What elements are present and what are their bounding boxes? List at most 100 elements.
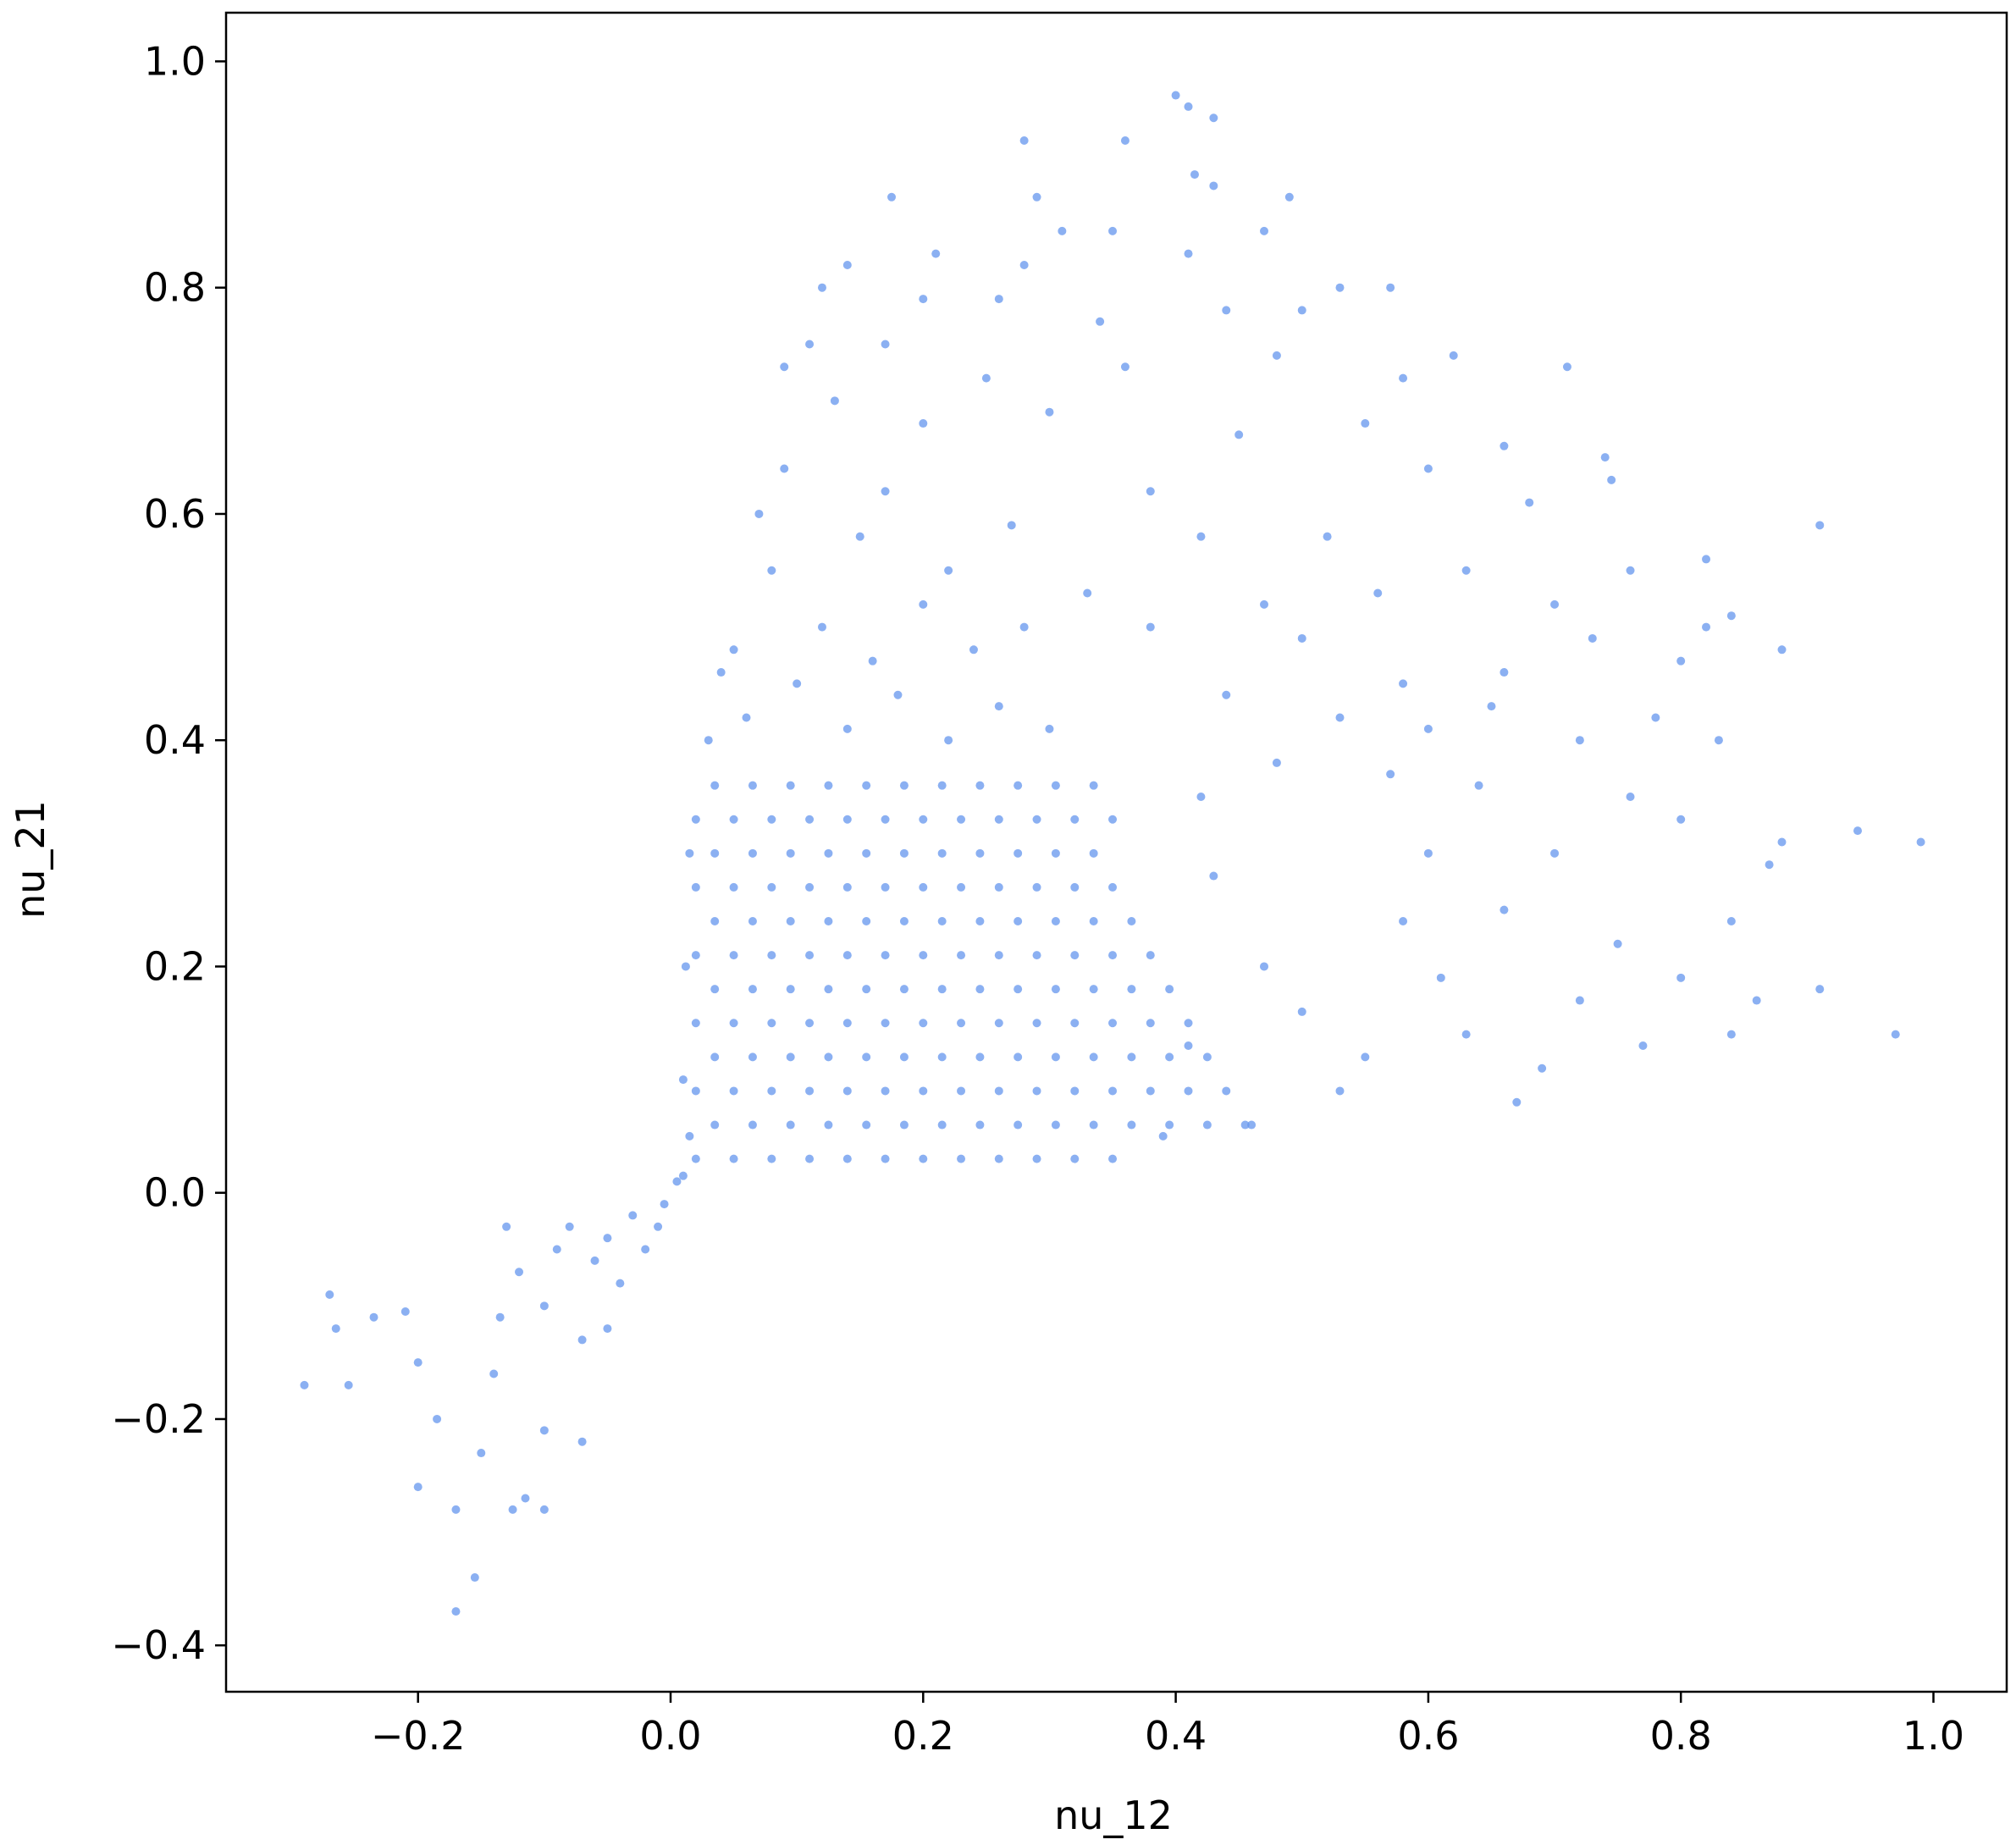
point xyxy=(1423,724,1433,733)
point xyxy=(1051,1120,1060,1130)
y-tick-label: −0.2 xyxy=(111,1396,206,1442)
point xyxy=(1146,1019,1155,1028)
y-tick-label: 0.8 xyxy=(144,265,206,311)
point xyxy=(994,702,1003,711)
point xyxy=(957,1086,966,1096)
point xyxy=(1120,362,1130,372)
point xyxy=(1500,441,1509,450)
point xyxy=(767,566,776,575)
point xyxy=(842,260,852,269)
point xyxy=(691,1086,700,1096)
point xyxy=(729,815,738,824)
point xyxy=(691,951,700,960)
point xyxy=(451,1505,461,1514)
point xyxy=(1626,793,1635,802)
point xyxy=(975,1120,985,1130)
point xyxy=(1051,917,1060,926)
point xyxy=(1512,1097,1522,1107)
point xyxy=(881,340,890,349)
point xyxy=(539,1505,549,1514)
point xyxy=(1399,373,1408,383)
point xyxy=(495,1312,505,1322)
point xyxy=(881,1086,890,1096)
point xyxy=(331,1324,340,1334)
point xyxy=(1613,939,1622,948)
point xyxy=(1702,622,1711,632)
point xyxy=(817,283,826,292)
point xyxy=(1019,135,1029,145)
point xyxy=(1165,985,1174,994)
point xyxy=(1070,815,1080,824)
point xyxy=(1234,430,1244,439)
point xyxy=(868,656,877,666)
point xyxy=(1676,815,1686,824)
point xyxy=(691,882,700,892)
point xyxy=(1297,1007,1306,1016)
point xyxy=(767,815,776,824)
point xyxy=(660,1200,669,1209)
point xyxy=(937,781,947,790)
point xyxy=(1051,781,1060,790)
x-axis-label: nu_12 xyxy=(1054,1793,1173,1838)
point xyxy=(704,736,713,745)
point xyxy=(1070,1154,1080,1163)
y-tick-label: −0.4 xyxy=(111,1622,206,1668)
point xyxy=(691,1154,700,1163)
point xyxy=(710,1052,720,1062)
point xyxy=(678,1075,688,1085)
point xyxy=(1014,917,1023,926)
y-axis-label: nu_21 xyxy=(8,800,53,919)
point xyxy=(786,985,795,994)
point xyxy=(899,985,909,994)
point xyxy=(691,815,700,824)
point xyxy=(994,1019,1003,1028)
point xyxy=(710,917,720,926)
point xyxy=(919,951,928,960)
point xyxy=(1714,736,1723,745)
point xyxy=(1184,102,1193,111)
point xyxy=(685,1131,694,1141)
point xyxy=(1222,306,1231,315)
point xyxy=(881,1154,890,1163)
point xyxy=(654,1222,663,1231)
point xyxy=(1058,226,1067,235)
point xyxy=(994,815,1003,824)
point xyxy=(937,848,947,858)
point xyxy=(842,724,852,733)
point xyxy=(1014,848,1023,858)
point xyxy=(1196,532,1206,541)
x-tick-label: 0.4 xyxy=(1145,1713,1207,1759)
point xyxy=(678,1171,688,1180)
point xyxy=(1089,917,1098,926)
point xyxy=(937,917,947,926)
point xyxy=(716,668,726,677)
point xyxy=(805,1019,815,1028)
point xyxy=(1815,985,1825,994)
point xyxy=(1019,260,1029,269)
point xyxy=(919,1086,928,1096)
point xyxy=(919,295,928,304)
point xyxy=(842,882,852,892)
point xyxy=(1032,882,1041,892)
point xyxy=(957,882,966,892)
point xyxy=(969,645,978,655)
point xyxy=(824,917,833,926)
point xyxy=(470,1573,479,1583)
point xyxy=(893,690,903,699)
point xyxy=(641,1245,650,1254)
point xyxy=(1184,1019,1193,1028)
point xyxy=(1260,226,1269,235)
point xyxy=(1335,1086,1345,1096)
point xyxy=(1089,1052,1098,1062)
point xyxy=(975,917,985,926)
point xyxy=(1284,192,1294,202)
point xyxy=(786,1052,795,1062)
point xyxy=(1014,985,1023,994)
point xyxy=(805,1154,815,1163)
point xyxy=(1051,985,1060,994)
point xyxy=(1146,487,1155,496)
y-tick-label: 1.0 xyxy=(144,38,206,84)
point xyxy=(975,848,985,858)
point xyxy=(1209,113,1218,123)
point xyxy=(729,1154,738,1163)
